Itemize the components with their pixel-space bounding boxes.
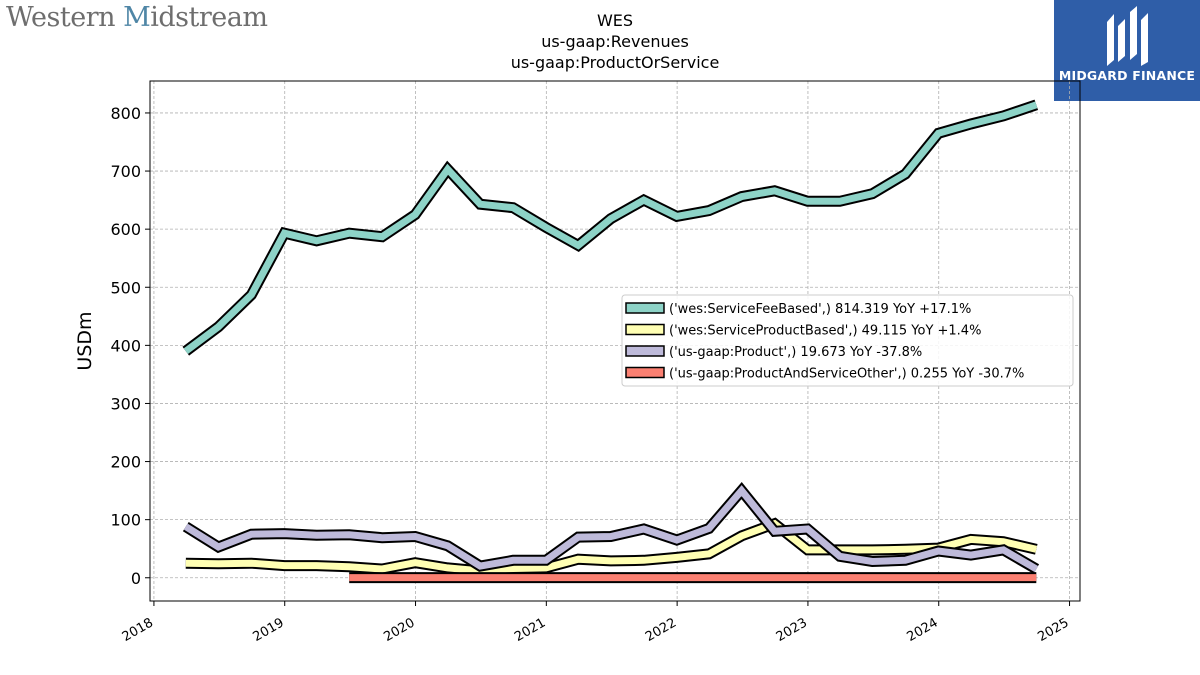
y-tick-label: 100 bbox=[110, 511, 141, 530]
y-tick-label: 800 bbox=[110, 104, 141, 123]
y-tick-label: 400 bbox=[110, 336, 141, 355]
x-tick-label: 2022 bbox=[643, 615, 679, 645]
chart-title-line: us-gaap:Revenues bbox=[541, 32, 689, 51]
series-line bbox=[185, 517, 1038, 577]
series-line-stroke bbox=[183, 101, 1038, 355]
brand-logo-mark-icon bbox=[1107, 6, 1148, 66]
chart-grid bbox=[150, 81, 1080, 601]
legend-swatch bbox=[625, 345, 665, 357]
legend-label: ('wes:ServiceProductBased',) 49.115 YoY … bbox=[669, 324, 981, 339]
series-line-stroke bbox=[183, 485, 1039, 573]
legend-box bbox=[621, 294, 1074, 387]
x-axis-ticks: 2018 2019 2020 2021 2022 2023 2024 2025 bbox=[120, 601, 1072, 645]
x-tick-label: 2018 bbox=[120, 615, 156, 645]
y-tick-label: 0 bbox=[131, 569, 141, 588]
x-tick-label: 2021 bbox=[512, 615, 548, 645]
y-axis-label: USDm bbox=[74, 311, 96, 370]
chart-title-line: us-gaap:ProductOrService bbox=[511, 53, 720, 72]
company-logo: Western Midstream bbox=[6, 2, 268, 33]
chart-title: WES us-gaap:Revenues us-gaap:ProductOrServ… bbox=[511, 11, 720, 72]
series-line bbox=[182, 482, 1040, 574]
legend-label: ('us-gaap:ProductAndServiceOther',) 0.25… bbox=[669, 367, 1024, 382]
company-logo-text-1: Western bbox=[6, 2, 124, 33]
company-logo-text-2: idstream bbox=[150, 2, 268, 33]
x-tick-label: 2024 bbox=[905, 615, 941, 645]
series-line bbox=[182, 99, 1039, 356]
y-tick-label: 200 bbox=[110, 453, 141, 472]
x-tick-label: 2020 bbox=[381, 615, 417, 645]
brand-logo: MIDGARD FINANCE bbox=[1054, 0, 1200, 101]
y-tick-label: 500 bbox=[110, 278, 141, 297]
legend-swatch bbox=[625, 302, 665, 314]
y-axis-ticks: 0 100 200 300 400 500 600 700 800 bbox=[110, 104, 150, 588]
legend-swatch bbox=[625, 323, 665, 336]
chart-title-line: WES bbox=[597, 11, 633, 30]
plot-frame bbox=[149, 80, 1081, 602]
y-tick-label: 700 bbox=[110, 162, 141, 181]
x-tick-label: 2025 bbox=[1035, 615, 1071, 645]
series-line-stroke bbox=[185, 519, 1038, 575]
legend-label: ('us-gaap:Product',) 19.673 YoY -37.8% bbox=[669, 345, 922, 360]
y-tick-label: 600 bbox=[110, 220, 141, 239]
company-logo-accent: M bbox=[123, 2, 151, 33]
legend-swatch bbox=[625, 366, 665, 379]
x-tick-label: 2023 bbox=[774, 615, 810, 645]
chart-legend: ('wes:ServiceFeeBased',) 814.319 YoY +17… bbox=[621, 294, 1074, 387]
y-tick-label: 300 bbox=[110, 394, 141, 413]
brand-logo-text: MIDGARD FINANCE bbox=[1058, 68, 1196, 83]
legend-label: ('wes:ServiceFeeBased',) 814.319 YoY +17… bbox=[669, 302, 971, 317]
x-tick-label: 2019 bbox=[251, 615, 287, 645]
chart-series bbox=[182, 99, 1040, 584]
